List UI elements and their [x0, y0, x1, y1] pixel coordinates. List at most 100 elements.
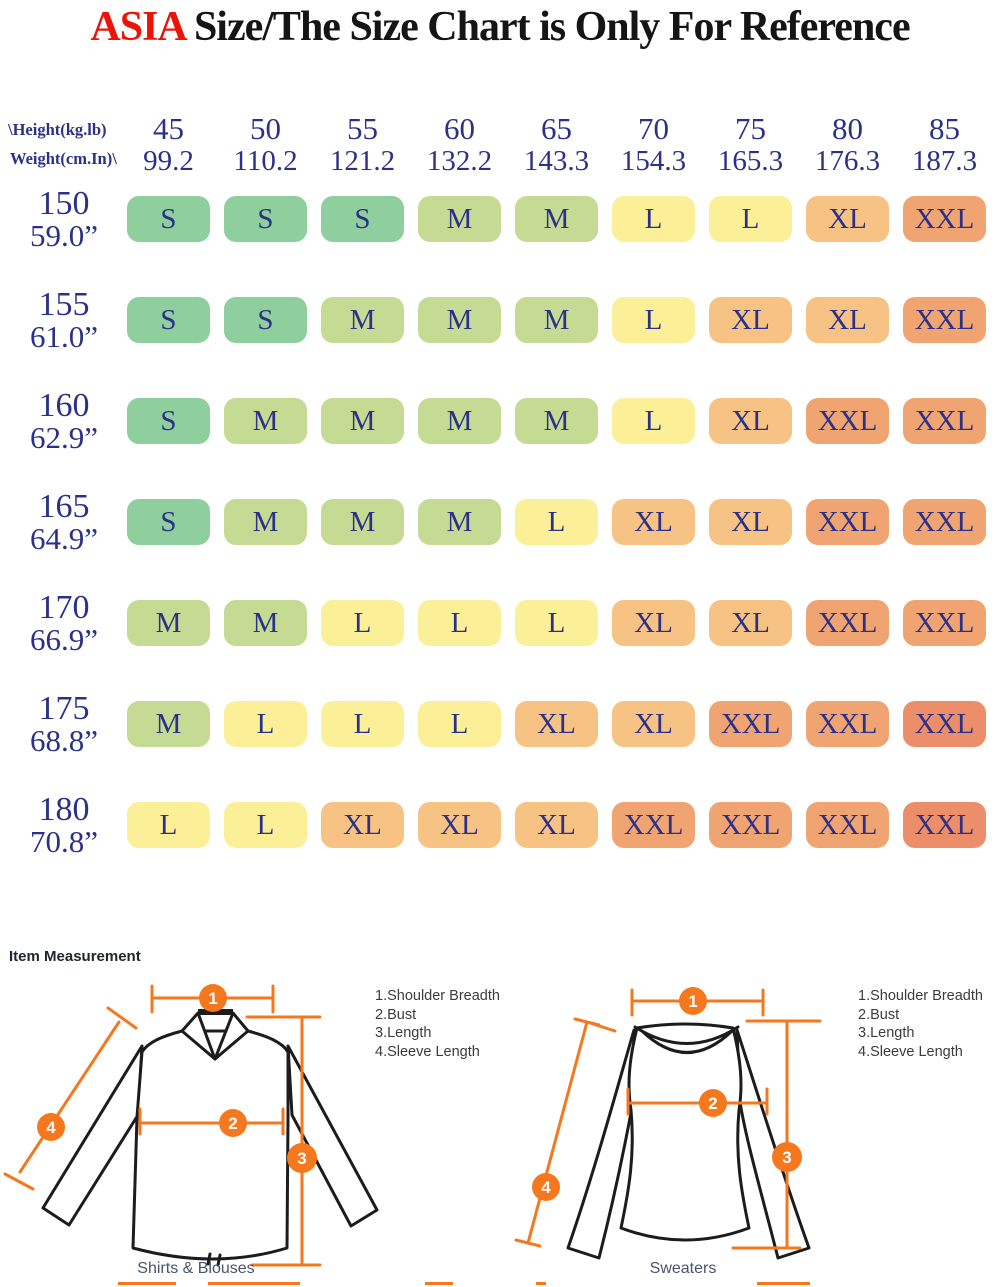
size-cell-165-55: M [321, 499, 404, 545]
size-cell-165-45: S [127, 499, 210, 545]
size-cell-170-70: XL [612, 600, 695, 646]
shirt-hem-ticks [206, 1252, 222, 1267]
shirt-diagram: 1 2 3 4 [3, 984, 379, 1267]
size-cell-160-60: M [418, 398, 501, 444]
size-cell-155-70: L [612, 297, 695, 343]
sweater-marker-1-badge [679, 987, 707, 1015]
size-cell-wrap: XXL [702, 802, 799, 848]
size-cell-wrap: M [120, 701, 217, 747]
size-cell-wrap: S [314, 196, 411, 242]
size-cell-170-85: XXL [903, 600, 986, 646]
size-cell-175-65: XL [515, 701, 598, 747]
size-cell-180-75: XXL [709, 802, 792, 848]
axis-label-line2: Weight(cm.In)\ [10, 149, 117, 168]
page-title: ASIA Size/The Size Chart is Only For Ref… [0, 4, 1000, 50]
shirt-shoulder-dimension-line: 1 [150, 984, 275, 1014]
size-cell-150-85: XXL [903, 196, 986, 242]
size-cell-165-85: XXL [903, 499, 986, 545]
measurement-legend-item: 2.Bust [375, 1006, 417, 1023]
shirt-sleeve-dimension-line: 4 [3, 1006, 138, 1191]
cutoff-artifact [536, 1282, 546, 1285]
column-header-55: 55 121.2 [314, 112, 411, 177]
cutoff-artifact [800, 1282, 810, 1285]
weight-kg: 50 [250, 111, 281, 146]
size-cell-wrap: M [314, 398, 411, 444]
row-label-170: 170 66.9” [8, 591, 120, 656]
sweater-marker-4-badge [532, 1173, 560, 1201]
size-cell-175-70: XL [612, 701, 695, 747]
size-cell-wrap: L [508, 499, 605, 545]
measurement-legend-item: 3.Length [375, 1025, 432, 1041]
sweater-length-dimension-line: 3 [731, 1019, 822, 1250]
size-cell-wrap: M [314, 297, 411, 343]
sweater-left-sleeve [566, 1028, 636, 1260]
column-header-85: 85 187.3 [896, 112, 993, 177]
size-cell-160-65: M [515, 398, 598, 444]
size-cell-wrap: XL [314, 802, 411, 848]
size-cell-wrap: S [217, 297, 314, 343]
size-cell-wrap: M [411, 196, 508, 242]
size-chart-body: 150 59.0” S S S M M L L XL XXL 155 61.0” S S M M M L XL XL XX… [8, 187, 1000, 857]
size-cell-170-45: M [127, 600, 210, 646]
size-cell-150-75: L [709, 196, 792, 242]
size-cell-wrap: M [411, 499, 508, 545]
sweater-sleeve-dimension-line: 4 [514, 1017, 617, 1248]
cutoff-artifact [425, 1282, 453, 1285]
shirt-marker-4-badge [37, 1113, 65, 1141]
size-cell-170-60: L [418, 600, 501, 646]
weight-lb: 110.2 [233, 145, 298, 177]
size-cell-155-50: S [224, 297, 307, 343]
size-cell-155-65: M [515, 297, 598, 343]
shirt-marker-1-badge [199, 984, 227, 1012]
measurement-legend-right: 1.Shoulder Breadth 2.Bust 3.Length 4.Sleeve… [858, 987, 1000, 1061]
sweater-marker-2-badge [699, 1089, 727, 1117]
measurement-legend-item: 4.Sleeve Length [375, 1043, 480, 1060]
size-cell-180-85: XXL [903, 802, 986, 848]
shirt-collar-left [180, 1011, 217, 1061]
height-in: 64.9” [29, 521, 98, 556]
sweater-body [619, 1022, 751, 1242]
cutoff-artifact [118, 1282, 176, 1285]
height-in: 68.8” [29, 723, 98, 758]
svg-text:1: 1 [688, 992, 697, 1011]
size-cell-165-70: XL [612, 499, 695, 545]
size-cell-wrap: XXL [896, 802, 993, 848]
sweater-bust-dimension-line: 2 [626, 1087, 769, 1117]
size-cell-175-55: L [321, 701, 404, 747]
size-cell-150-60: M [418, 196, 501, 242]
size-cell-wrap: XL [508, 802, 605, 848]
size-cell-160-55: M [321, 398, 404, 444]
cutoff-artifact [757, 1282, 807, 1285]
size-cell-wrap: L [120, 802, 217, 848]
column-header-75: 75 165.3 [702, 112, 799, 177]
sweater-marker-3-badge [772, 1142, 802, 1172]
size-cell-wrap: XXL [896, 398, 993, 444]
height-cm: 165 [38, 488, 90, 525]
size-cell-150-50: S [224, 196, 307, 242]
weight-kg: 45 [153, 111, 184, 146]
size-cell-180-45: L [127, 802, 210, 848]
column-header-65: 65 143.3 [508, 112, 605, 177]
size-cell-wrap: S [120, 398, 217, 444]
size-cell-wrap: M [508, 196, 605, 242]
size-cell-wrap: XXL [605, 802, 702, 848]
size-cell-wrap: XXL [799, 398, 896, 444]
height-in: 66.9” [29, 622, 98, 657]
size-cell-wrap: M [217, 499, 314, 545]
size-cell-wrap: XXL [799, 802, 896, 848]
weight-lb: 121.2 [329, 145, 396, 177]
size-cell-wrap: L [605, 196, 702, 242]
size-cell-160-45: S [127, 398, 210, 444]
height-in: 59.0” [29, 218, 98, 253]
size-cell-160-50: M [224, 398, 307, 444]
height-cm: 155 [38, 286, 90, 323]
size-cell-wrap: XL [799, 297, 896, 343]
size-cell-wrap: XXL [799, 499, 896, 545]
size-cell-wrap: XXL [896, 196, 993, 242]
shirt-right-sleeve [286, 1044, 379, 1228]
row-label-175: 175 68.8” [8, 692, 120, 757]
size-cell-wrap: S [120, 297, 217, 343]
size-cell-165-50: M [224, 499, 307, 545]
svg-text:4: 4 [46, 1118, 56, 1137]
